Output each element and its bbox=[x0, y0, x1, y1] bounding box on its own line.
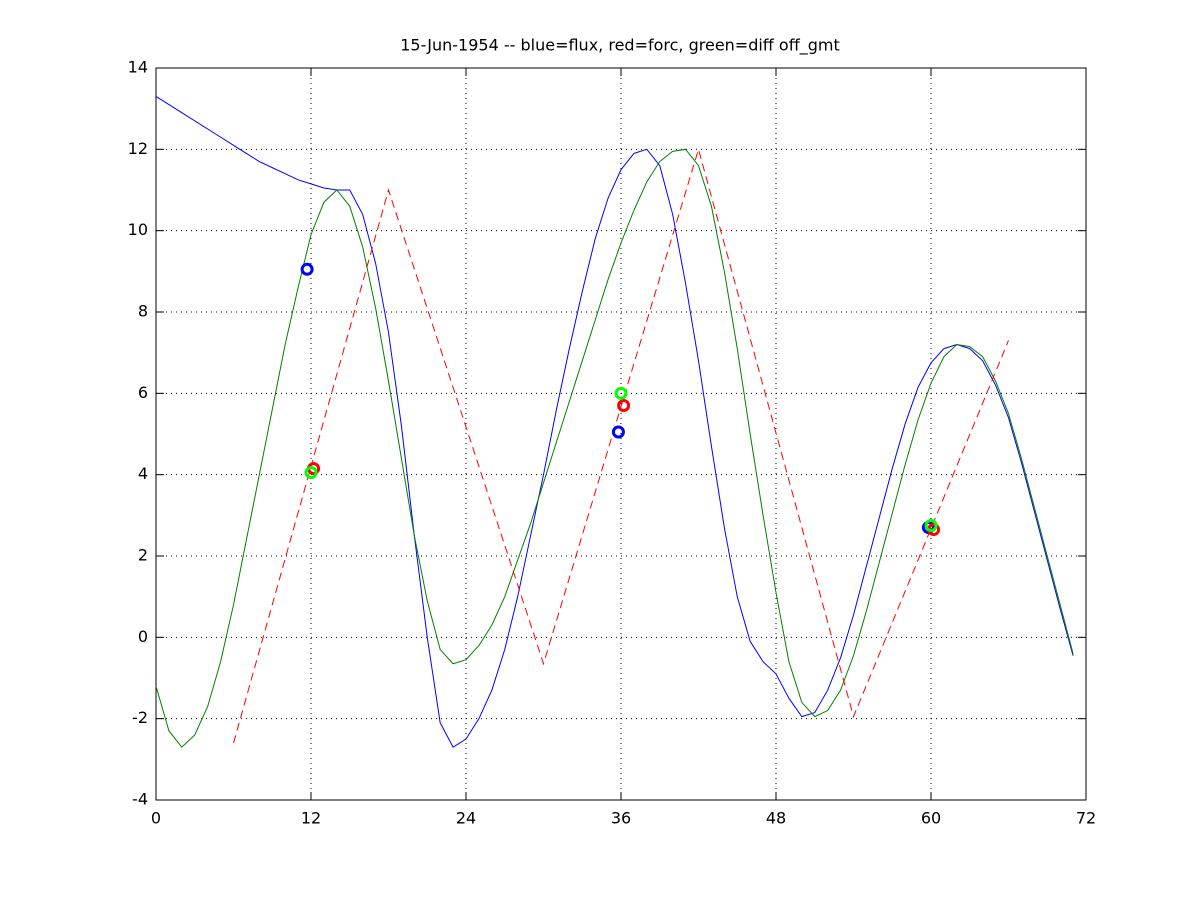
y-tick-label: 6 bbox=[138, 383, 148, 402]
marker bbox=[304, 466, 318, 480]
marker bbox=[924, 519, 938, 532]
y-tick-label: 8 bbox=[138, 302, 148, 321]
series-line bbox=[233, 147, 1009, 744]
x-tick-label: 72 bbox=[1076, 809, 1096, 828]
y-tick-label: 4 bbox=[138, 464, 148, 483]
y-tick-label: 10 bbox=[128, 220, 148, 239]
x-tick-label: 48 bbox=[766, 809, 786, 828]
marker bbox=[614, 386, 628, 400]
y-tick-label: 2 bbox=[138, 546, 148, 565]
series-line bbox=[155, 148, 1074, 748]
y-tick-label: 12 bbox=[128, 139, 148, 158]
x-tick-label: 0 bbox=[151, 809, 161, 828]
y-tick-label: 14 bbox=[128, 58, 148, 77]
marker bbox=[617, 399, 631, 413]
marker bbox=[300, 262, 314, 276]
x-tick-label: 12 bbox=[301, 809, 321, 828]
chart-title: 15-Jun-1954 -- blue=flux, red=forc, gree… bbox=[400, 36, 840, 56]
y-tick-label: -4 bbox=[132, 790, 148, 809]
x-tick-label: 36 bbox=[611, 809, 631, 828]
y-tick-label: 0 bbox=[138, 627, 148, 646]
series-line bbox=[155, 96, 1074, 748]
y-tick-label: -2 bbox=[132, 708, 148, 727]
x-tick-label: 24 bbox=[456, 809, 476, 828]
marker bbox=[611, 425, 625, 439]
x-tick-label: 60 bbox=[921, 809, 941, 828]
plot-frame bbox=[155, 67, 1087, 801]
